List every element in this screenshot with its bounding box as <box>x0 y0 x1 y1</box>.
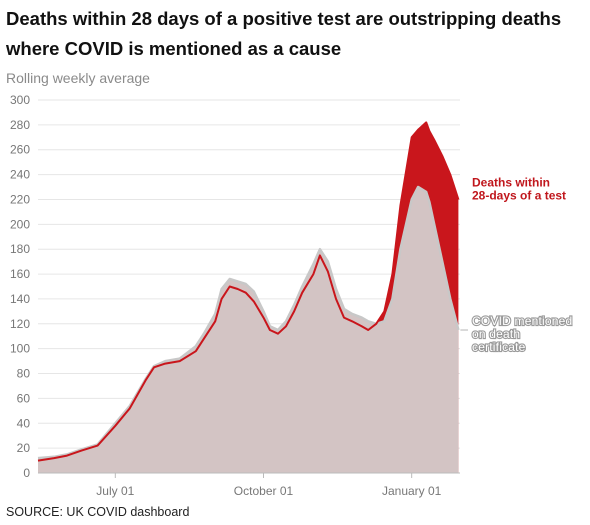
y-tick-label: 280 <box>10 118 30 132</box>
series-label-deaths-28-days: 28-days of a test <box>472 188 566 202</box>
source-note: SOURCE: UK COVID dashboard <box>6 505 190 519</box>
y-tick-label: 240 <box>10 168 30 182</box>
x-tick-label: October 01 <box>234 484 294 498</box>
series-label-deaths-28-days: Deaths within <box>472 175 550 189</box>
y-tick-label: 60 <box>17 391 31 405</box>
y-tick-label: 120 <box>10 317 30 331</box>
y-tick-label: 260 <box>10 143 30 157</box>
series-label-covid-certificate: on death <box>472 327 520 341</box>
y-tick-label: 200 <box>10 217 30 231</box>
y-tick-label: 160 <box>10 267 30 281</box>
y-tick-label: 80 <box>17 367 31 381</box>
series-line-deaths-28-days <box>37 121 460 462</box>
y-tick-label: 140 <box>10 292 30 306</box>
y-tick-label: 180 <box>10 242 30 256</box>
series-area-covid-certificate <box>38 187 459 473</box>
series-label-covid-certificate: certificate <box>472 340 526 354</box>
y-tick-label: 300 <box>10 93 30 107</box>
y-tick-label: 220 <box>10 192 30 206</box>
chart-subtitle: Rolling weekly average <box>6 70 150 86</box>
series-areas <box>37 121 460 474</box>
axes: 0 20 40 60 80 100 120 140 160 180 200 220 240 260 280 3… <box>10 93 460 498</box>
series-label-covid-certificate: COVID mentioned <box>472 314 572 328</box>
y-tick-label: 0 <box>23 466 30 480</box>
x-tick-label: July 01 <box>96 484 134 498</box>
y-tick-label: 100 <box>10 342 30 356</box>
chart-title: Deaths within 28 days of a positive test… <box>6 8 562 59</box>
y-tick-label: 40 <box>17 416 31 430</box>
x-tick-label: January 01 <box>382 484 442 498</box>
y-tick-label: 20 <box>17 441 31 455</box>
